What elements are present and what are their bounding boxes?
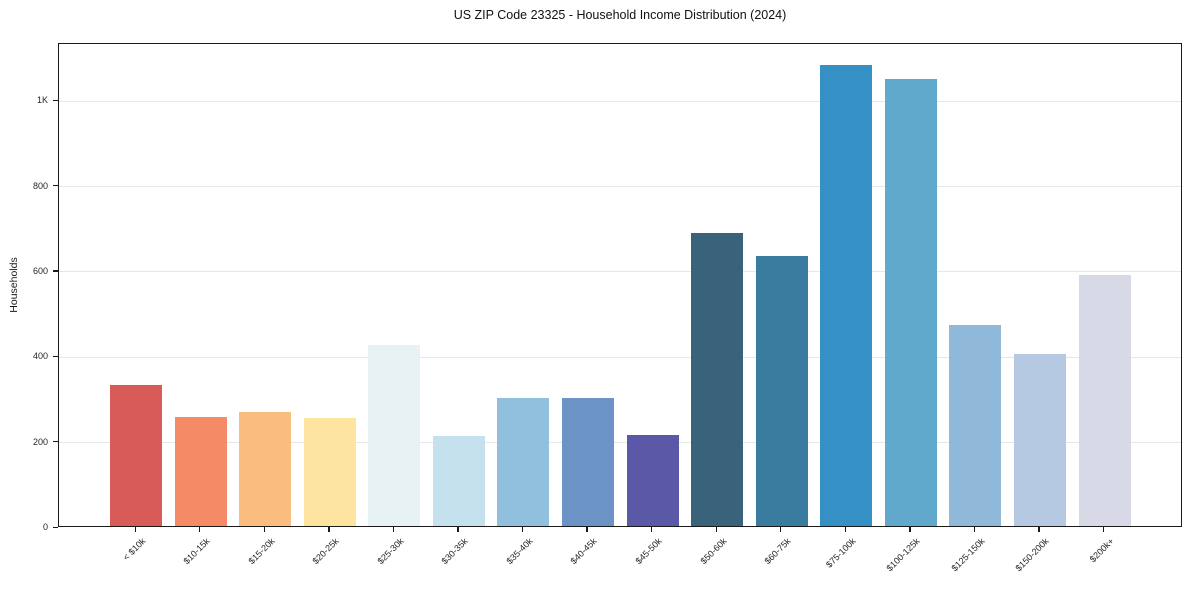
bar-15-20k	[239, 411, 292, 526]
bar-125-150k	[949, 324, 1002, 526]
y-tick-label-0: 0	[42, 522, 48, 532]
bar-30-35k	[432, 436, 485, 526]
bar-200k+	[1078, 275, 1131, 526]
x-tick-label-11: $75-100k	[823, 536, 858, 570]
x-tick-label-0: < $10k	[120, 536, 148, 563]
x-tick-label-14: $150-200k	[1013, 536, 1052, 574]
bar-75-100k	[820, 65, 873, 526]
bar-35-40k	[497, 397, 550, 526]
x-tick-label-8: $45-50k	[633, 536, 664, 567]
y-tick-mark-200	[53, 441, 58, 443]
x-tick-label-3: $20-25k	[310, 536, 341, 567]
bar-150-200k	[1013, 353, 1066, 526]
x-tick-mark-15	[1103, 527, 1105, 532]
x-tick-label-10: $60-75k	[762, 536, 793, 567]
x-tick-mark-9	[715, 527, 717, 532]
bar-40-45k	[561, 397, 614, 526]
y-tick-label-1000: 1K	[36, 95, 48, 106]
x-tick-label-6: $35-40k	[504, 536, 535, 567]
x-tick-mark-5	[457, 527, 459, 532]
bar-100-125k	[884, 78, 937, 526]
chart-title: US ZIP Code 23325 - Household Income Dis…	[453, 8, 787, 22]
x-tick-mark-7	[586, 527, 588, 532]
bar-10k	[110, 385, 162, 526]
x-tick-mark-6	[521, 527, 524, 532]
y-tick-mark-600	[53, 270, 58, 272]
y-tick-label-400: 400	[32, 351, 48, 362]
y-tick-label-200: 200	[32, 436, 48, 447]
y-tick-label-800: 800	[32, 180, 48, 191]
x-tick-mark-3	[328, 527, 330, 532]
x-tick-mark-4	[392, 527, 395, 532]
bar-20-25k	[303, 418, 356, 526]
x-tick-label-5: $30-35k	[439, 536, 470, 567]
x-tick-label-15: $200k+	[1087, 536, 1116, 565]
gridline-600	[59, 271, 1181, 273]
x-tick-label-7: $40-45k	[568, 536, 600, 567]
x-tick-label-1: $10-15k	[181, 536, 212, 567]
gridline-200	[59, 442, 1181, 444]
x-tick-mark-1	[199, 527, 201, 532]
y-tick-mark-1000	[53, 99, 58, 101]
x-tick-label-13: $125-150k	[949, 536, 987, 574]
gridline-1000	[59, 100, 1181, 102]
gridline-800	[59, 186, 1181, 188]
bar-60-75k	[755, 256, 808, 526]
x-tick-mark-0	[134, 527, 136, 532]
bar-25-30k	[368, 344, 421, 526]
x-tick-mark-12	[909, 527, 911, 532]
x-tick-mark-10	[780, 527, 782, 532]
x-tick-mark-14	[1038, 527, 1040, 532]
gridline-400	[59, 356, 1181, 358]
y-tick-mark-0	[53, 526, 58, 528]
x-tick-label-9: $50-60k	[698, 536, 729, 567]
x-tick-mark-11	[844, 527, 847, 532]
y-tick-mark-800	[53, 185, 58, 187]
x-tick-mark-2	[263, 527, 265, 532]
x-tick-label-4: $25-30k	[375, 536, 406, 567]
x-tick-mark-8	[651, 527, 653, 532]
bar-45-50k	[626, 434, 679, 526]
x-tick-label-12: $100-125k	[884, 536, 922, 574]
x-tick-mark-13	[973, 527, 976, 532]
plot-area	[58, 43, 1182, 527]
x-tick-label-2: $15-20k	[246, 536, 277, 567]
bar-10-15k	[174, 416, 227, 526]
y-tick-mark-400	[53, 355, 58, 358]
y-tick-label-600: 600	[32, 265, 48, 276]
bar-50-60k	[691, 233, 744, 526]
